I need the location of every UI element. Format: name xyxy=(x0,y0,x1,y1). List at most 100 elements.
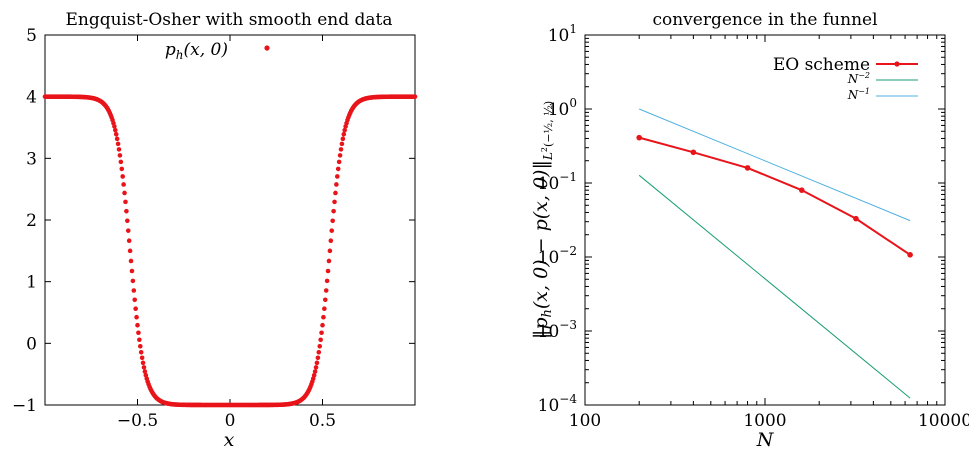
left-data-point xyxy=(138,349,144,355)
legend-n2-base: N xyxy=(847,72,859,86)
left-data-point xyxy=(125,218,130,224)
left-data-point xyxy=(314,360,320,366)
left-data-point xyxy=(329,228,335,233)
left-data-point xyxy=(316,349,322,355)
right-y-tick-label: 10−4 xyxy=(538,392,578,416)
right-x-tick-label: 100 xyxy=(569,411,601,431)
left-data-point xyxy=(340,136,346,142)
left-data-point xyxy=(412,94,418,99)
left-data-point xyxy=(315,355,321,361)
left-data-point xyxy=(114,136,120,142)
legend-n2-exp: −2 xyxy=(858,71,870,80)
left-y-tick-label: 0 xyxy=(26,334,37,354)
right-series-lines xyxy=(636,108,913,399)
left-data-point xyxy=(120,174,125,179)
left-data-point xyxy=(119,166,125,172)
series-line xyxy=(638,174,911,399)
series-marker xyxy=(907,252,913,258)
right-chart-title: convergence in the funnel xyxy=(652,10,877,30)
left-data-point xyxy=(311,372,317,378)
left-data-point xyxy=(337,153,343,158)
right-y-tick-label: 10−1 xyxy=(538,170,577,194)
left-data-point xyxy=(341,131,347,137)
left-legend: ph(x, 0) xyxy=(165,40,270,62)
left-data-point xyxy=(317,343,323,349)
left-data-point xyxy=(330,218,335,224)
series-line xyxy=(638,108,911,222)
left-x-axis-label: x xyxy=(224,429,235,451)
left-y-tick-label: 3 xyxy=(26,149,37,169)
ylabel-sub: h xyxy=(540,309,555,317)
left-data-point xyxy=(139,355,145,361)
ylabel-pre: ‖p xyxy=(530,317,552,339)
legend-n1-base: N xyxy=(847,88,859,102)
ylabel-interval: (−½, ½) xyxy=(542,101,555,147)
left-data-point xyxy=(335,174,340,179)
left-data-point xyxy=(128,258,134,264)
left-data-point xyxy=(318,337,323,343)
series-marker xyxy=(853,215,859,222)
left-data-point xyxy=(113,127,118,133)
right-y-tick-label: 10−2 xyxy=(538,244,577,268)
left-data-point xyxy=(141,365,147,370)
ylabel-norm: L xyxy=(541,152,555,161)
left-y-tick-label: 5 xyxy=(26,26,37,46)
left-data-point xyxy=(124,208,129,214)
left-data-point xyxy=(134,314,139,320)
left-plot-frame xyxy=(44,34,416,406)
left-data-point xyxy=(334,182,339,187)
left-data-point xyxy=(113,131,119,137)
left-data-point xyxy=(324,278,330,284)
left-panel: Engquist-Osher with smooth end data −1 0 1… xyxy=(12,10,418,451)
right-x-tick-label: 1000 xyxy=(743,411,786,431)
left-data-point xyxy=(115,141,121,147)
left-data-point xyxy=(333,190,338,196)
left-data-point xyxy=(121,182,126,187)
left-data-point xyxy=(319,330,324,336)
left-x-tick-label: −0.5 xyxy=(117,411,158,431)
left-data-point xyxy=(327,248,333,254)
right-y-axis-label: ‖ph(x, 0) − p(x, 0)‖L2(−½, ½) xyxy=(530,101,555,339)
left-data-point xyxy=(116,147,122,152)
right-plot-frame xyxy=(584,34,946,406)
left-chart-title: Engquist-Osher with smooth end data xyxy=(66,10,393,30)
left-data-point xyxy=(312,369,318,374)
series-marker xyxy=(690,149,697,156)
right-y-tick-label: 100 xyxy=(548,96,577,120)
left-data-point xyxy=(328,238,334,244)
left-data-point xyxy=(321,314,326,320)
series-line xyxy=(638,136,911,256)
left-legend-label: ph(x, 0) xyxy=(165,40,228,62)
legend-p: p xyxy=(165,40,176,60)
left-data-point xyxy=(342,127,348,133)
right-y-tick-label: 101 xyxy=(548,22,577,46)
legend-eo-label: EO scheme xyxy=(773,55,870,75)
left-data-point xyxy=(127,248,133,254)
right-panel: convergence in the funnel 10−4 10−3 10−2 10… xyxy=(530,10,969,451)
left-data-point xyxy=(118,159,124,165)
ylabel-norm-exp: 2 xyxy=(540,147,549,152)
series-marker xyxy=(744,165,751,171)
left-data-point xyxy=(338,147,344,152)
legend-n1-label: N−1 xyxy=(847,87,870,102)
left-data-point xyxy=(313,365,319,370)
left-data-point xyxy=(326,258,332,264)
left-data-point xyxy=(126,238,132,244)
left-data-point xyxy=(332,199,337,205)
series-marker xyxy=(798,187,805,193)
left-data-point xyxy=(320,322,325,328)
right-y-tick-label: 10−3 xyxy=(538,318,577,342)
left-data-point xyxy=(129,268,135,274)
left-data-points xyxy=(42,94,418,408)
left-data-point xyxy=(112,124,117,129)
legend-args: (x, 0) xyxy=(184,40,228,60)
left-data-point xyxy=(323,288,329,293)
left-data-point xyxy=(137,337,142,343)
ylabel-mid: (x, 0) − p(x, 0)‖ xyxy=(530,160,552,309)
left-y-tick-label: 4 xyxy=(26,88,37,108)
left-legend-marker xyxy=(264,45,270,51)
left-y-tick-label: 1 xyxy=(26,273,37,293)
legend-n1-exp: −1 xyxy=(858,87,870,96)
left-data-point xyxy=(130,278,136,284)
left-data-point xyxy=(339,141,345,147)
